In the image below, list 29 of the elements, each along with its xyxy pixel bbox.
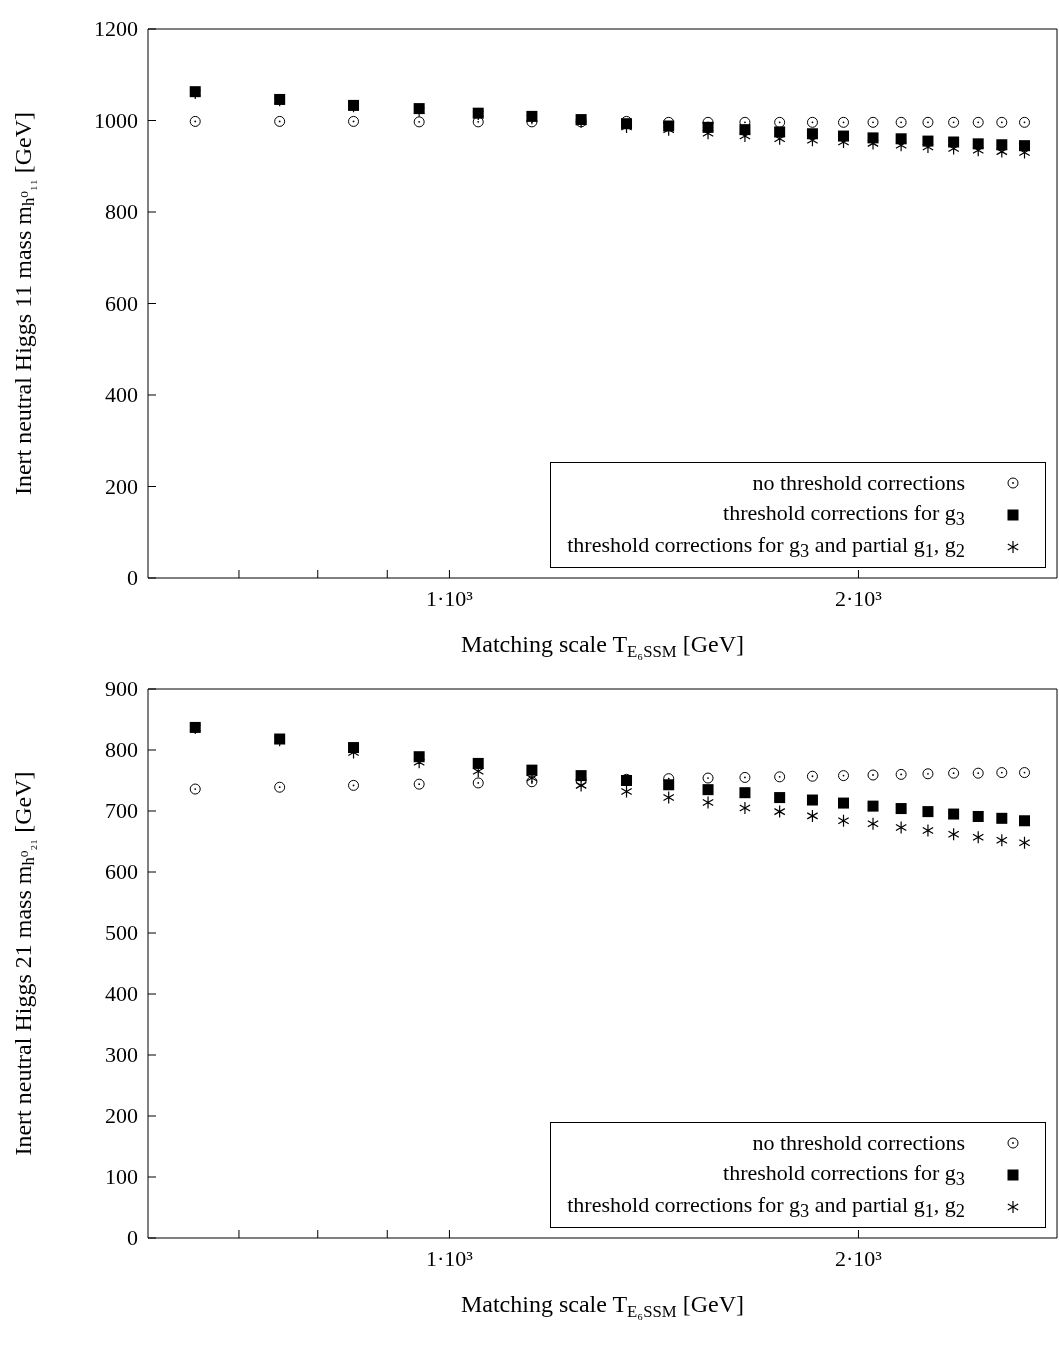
y-tick-label: 200: [105, 473, 138, 499]
legend-label: no threshold corrections: [752, 470, 965, 496]
x-tick-label: 2·10³: [834, 1246, 883, 1271]
y-tick-label: 1000: [94, 107, 138, 133]
x-axis-title: Matching scale T$_{E₆SSM}$ [GeV]: [460, 1291, 745, 1322]
y-tick-label: 600: [105, 290, 138, 316]
legend-label: threshold corrections for g$_{3}$: [723, 1159, 965, 1191]
y-tick-label: 400: [105, 382, 138, 407]
y-tick-label: 0: [127, 1225, 138, 1250]
x-tick-label: 1·10³: [425, 586, 474, 611]
y-tick-label: 100: [105, 1164, 138, 1189]
y-tick-label: 400: [105, 981, 138, 1006]
y-tick-label: 800: [105, 199, 138, 224]
y-tick-label: 1200: [94, 16, 138, 41]
y-tick-label: 600: [105, 859, 138, 884]
legend-label: threshold corrections for g$_{3}$ and partial g$_{1}$, g$_{2}$: [567, 1191, 965, 1223]
y-tick-label: 0: [127, 565, 138, 590]
x-tick-label: 1·10³: [425, 1246, 474, 1271]
x-axis-title: Matching scale T$_{E₆SSM}$ [GeV]: [460, 631, 745, 662]
y-tick-label: 500: [105, 920, 138, 945]
y-tick-label: 300: [105, 1042, 138, 1067]
legend-label: threshold corrections for g$_{3}$: [723, 499, 965, 531]
y-tick-label: 700: [105, 798, 138, 823]
y-tick-label: 800: [105, 737, 138, 762]
y-tick-label: 200: [105, 1103, 138, 1128]
x-tick-label: 2·10³: [834, 586, 883, 611]
legend-label: no threshold corrections: [752, 1130, 965, 1156]
legend-label: threshold corrections for g$_{3}$ and partial g$_{1}$, g$_{2}$: [567, 531, 965, 563]
y-tick-label: 900: [105, 676, 138, 701]
